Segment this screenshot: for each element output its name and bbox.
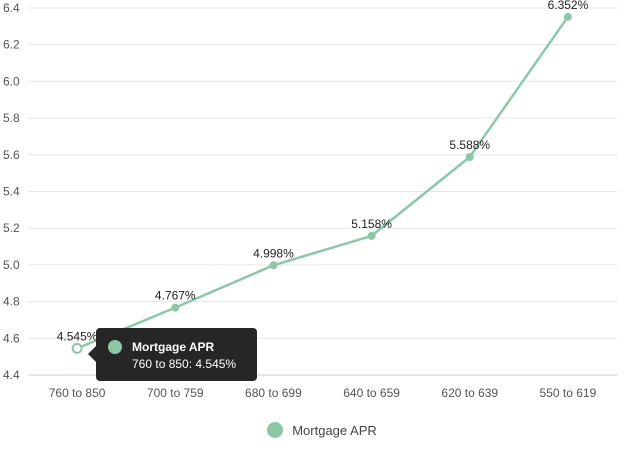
- y-tick-label: 6.0: [3, 74, 20, 88]
- x-tick-label: 550 to 619: [540, 386, 597, 400]
- legend: Mortgage APR: [0, 422, 626, 441]
- x-tick-label: 640 to 659: [343, 386, 400, 400]
- tooltip: Mortgage APR 760 to 850: 4.545%: [88, 328, 257, 381]
- x-tick-label: 760 to 850: [49, 386, 106, 400]
- tooltip-text: 760 to 850: 4.545%: [132, 357, 237, 371]
- data-label: 4.545%: [57, 329, 98, 343]
- y-tick-label: 4.4: [3, 368, 20, 382]
- data-point: [465, 153, 474, 162]
- data-point: [367, 231, 376, 240]
- x-tick-label: 700 to 759: [147, 386, 204, 400]
- data-point: [171, 303, 180, 312]
- y-tick-label: 4.8: [3, 295, 20, 309]
- y-tick-label: 4.6: [3, 331, 20, 345]
- y-tick-label: 5.8: [3, 111, 20, 125]
- data-point: [269, 261, 278, 270]
- x-tick-label: 680 to 699: [245, 386, 302, 400]
- data-point-highlighted: [71, 342, 83, 354]
- legend-swatch: [267, 422, 284, 438]
- y-tick-label: 5.6: [3, 148, 20, 162]
- x-tick-label: 620 to 639: [441, 386, 498, 400]
- series-line: [76, 16, 569, 350]
- legend-item-mortgage-apr[interactable]: Mortgage APR: [267, 422, 377, 438]
- y-tick-label: 5.2: [3, 221, 20, 235]
- data-label: 6.352%: [548, 0, 589, 12]
- data-label: 4.998%: [253, 246, 294, 260]
- y-tick-label: 6.4: [3, 1, 20, 15]
- tooltip-swatch: [108, 340, 122, 354]
- y-tick-label: 5.0: [3, 258, 20, 272]
- tooltip-title: Mortgage APR: [132, 340, 215, 354]
- data-label: 5.158%: [351, 217, 392, 231]
- data-label: 4.767%: [155, 289, 196, 303]
- y-tick-label: 5.4: [3, 185, 20, 199]
- y-tick-label: 6.2: [3, 38, 20, 52]
- data-point: [563, 12, 572, 21]
- data-label: 5.588%: [449, 138, 490, 152]
- legend-label: Mortgage APR: [292, 422, 377, 438]
